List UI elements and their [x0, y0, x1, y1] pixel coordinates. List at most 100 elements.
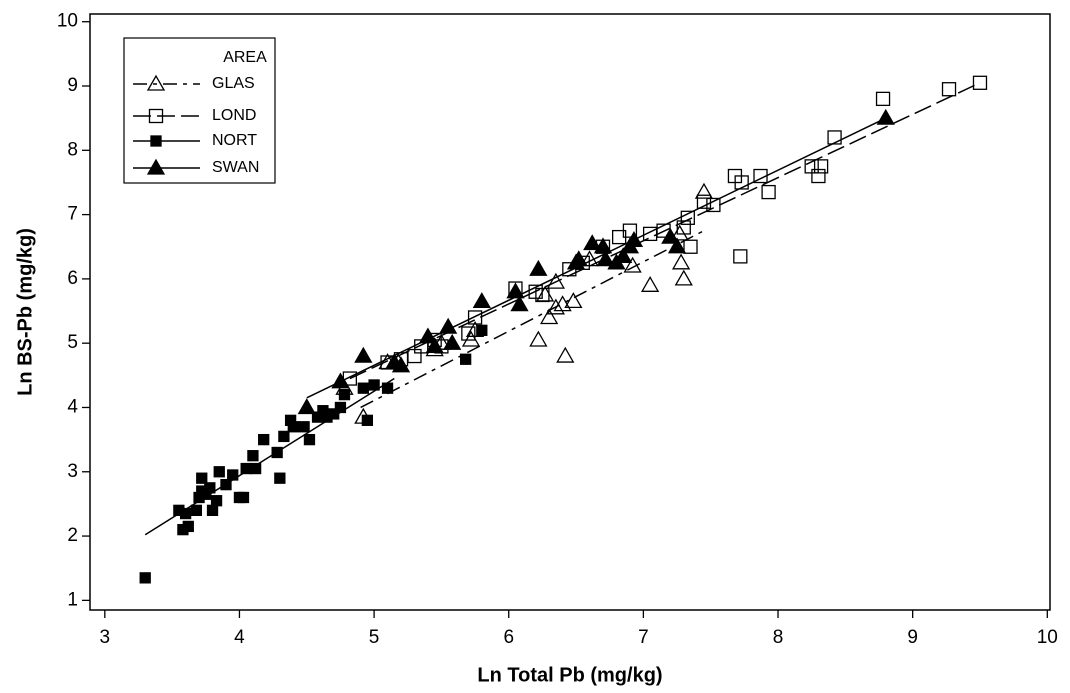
data-point [671, 253, 691, 270]
data-point [624, 231, 644, 247]
data-point [425, 337, 444, 354]
data-point [476, 324, 488, 336]
data-point [529, 259, 548, 276]
legend-marker [146, 74, 166, 91]
data-point [506, 282, 525, 299]
y-tick-label: 5 [67, 332, 78, 353]
data-point [237, 491, 250, 504]
data-point [461, 326, 476, 341]
data-point [467, 310, 483, 325]
data-point [941, 82, 957, 97]
data-point [827, 130, 842, 145]
data-point [204, 482, 216, 494]
data-point [443, 333, 462, 350]
legend-label: SWAN [212, 159, 259, 176]
data-point [875, 91, 891, 107]
y-tick-label: 10 [57, 11, 78, 32]
data-point [391, 356, 411, 373]
x-tick-label: 5 [369, 627, 380, 648]
legend-label: NORT [212, 132, 257, 149]
data-point [553, 295, 572, 312]
data-point [813, 159, 829, 174]
data-point [972, 75, 988, 90]
data-point [529, 330, 548, 347]
data-point [328, 408, 340, 420]
data-point [667, 237, 687, 254]
data-point [249, 462, 262, 475]
data-point [227, 469, 239, 481]
y-tick-label: 4 [67, 396, 78, 417]
data-point [139, 572, 151, 584]
data-point [439, 317, 458, 334]
data-point [510, 295, 529, 312]
data-point [670, 224, 689, 241]
data-point [734, 175, 749, 190]
data-point [361, 414, 374, 426]
fit-line [349, 82, 981, 380]
data-point [182, 520, 194, 533]
x-axis-title: Ln Total Pb (mg/kg) [477, 664, 662, 686]
data-point [546, 298, 565, 315]
x-tick-label: 4 [234, 627, 245, 648]
data-point [297, 398, 316, 415]
data-point [381, 382, 394, 394]
data-point [811, 168, 826, 184]
data-point [274, 472, 286, 484]
data-point [622, 223, 638, 238]
y-tick-label: 3 [67, 461, 78, 482]
data-point [357, 382, 369, 394]
legend-marker [150, 135, 162, 147]
data-point [680, 210, 695, 225]
x-tick-label: 6 [503, 627, 514, 648]
data-point [733, 249, 748, 264]
data-point [354, 346, 373, 363]
data-point [540, 308, 559, 325]
data-point [753, 168, 768, 184]
data-point [593, 237, 613, 254]
data-point [240, 462, 252, 475]
data-point [368, 379, 380, 391]
data-point [460, 353, 472, 365]
data-point [190, 504, 203, 516]
data-point [583, 234, 602, 251]
data-point [331, 372, 350, 389]
data-point [706, 197, 721, 213]
data-point [761, 184, 776, 200]
data-point [614, 247, 633, 264]
data-point [334, 401, 347, 414]
data-point [338, 388, 351, 401]
data-point [676, 220, 691, 235]
data-point [623, 256, 642, 273]
legend-marker [148, 108, 164, 124]
fit-line [306, 117, 887, 399]
data-point [556, 346, 575, 363]
data-point [247, 450, 259, 462]
fit-line [360, 230, 705, 409]
data-point [674, 269, 693, 286]
x-tick-label: 9 [907, 627, 918, 648]
legend-label: GLAS [212, 75, 255, 92]
data-point [196, 472, 208, 484]
data-point [258, 433, 270, 446]
x-tick-label: 10 [1037, 627, 1058, 648]
data-point [206, 504, 219, 516]
data-point [596, 250, 615, 267]
y-tick-label: 9 [67, 75, 78, 96]
legend-label: LOND [212, 107, 256, 124]
data-point [876, 108, 895, 125]
data-point [661, 227, 680, 244]
legend-marker [146, 158, 166, 175]
data-point [298, 421, 310, 433]
legend-title: AREA [223, 49, 267, 66]
x-tick-label: 3 [100, 627, 111, 648]
data-point [546, 272, 565, 289]
data-point [640, 276, 660, 292]
x-tick-label: 7 [638, 627, 649, 648]
data-point [287, 421, 299, 433]
data-point [683, 239, 698, 254]
data-point [418, 327, 438, 344]
data-point [528, 284, 543, 299]
data-point [472, 292, 491, 309]
y-tick-label: 8 [67, 139, 78, 160]
data-point [303, 433, 316, 446]
